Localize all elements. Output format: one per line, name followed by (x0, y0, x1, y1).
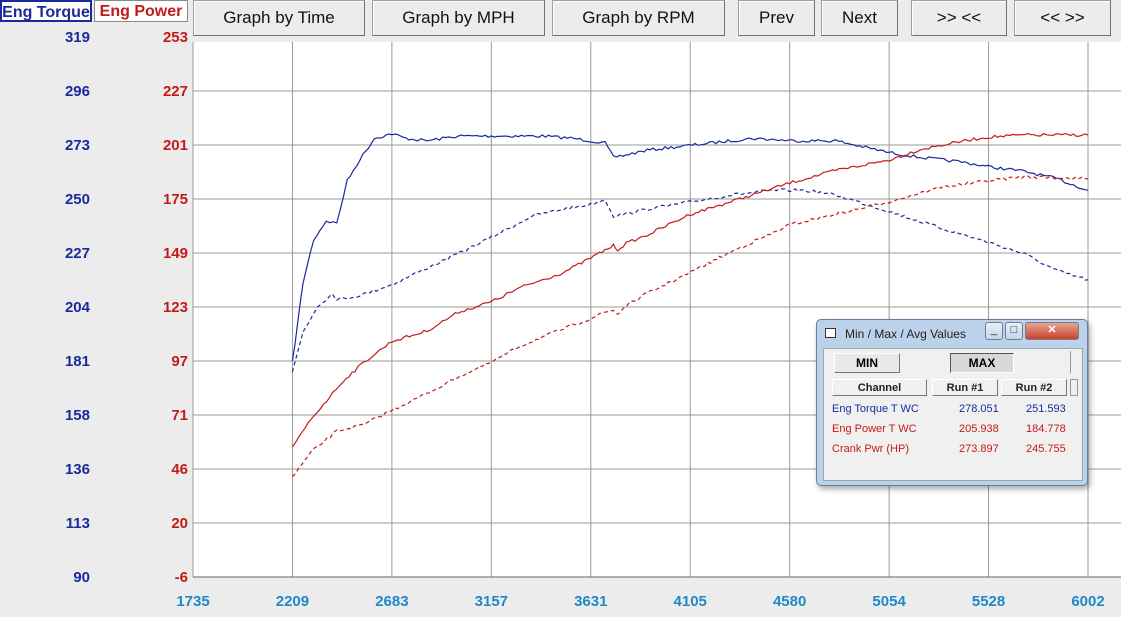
torque-tick-label: 273 (64, 137, 90, 154)
zoom-in-button[interactable]: >> << (911, 0, 1007, 36)
rpm-tick-label: 2683 (375, 593, 409, 610)
prev-button[interactable]: Prev (738, 0, 815, 36)
min-max-avg-window[interactable]: Min / Max / Avg Values _ □ ✕ MIN MAX Cha… (816, 319, 1088, 486)
power-tick-label: 201 (162, 137, 188, 154)
table-row: Eng Power T WC 205.938 184.778 (832, 423, 1082, 439)
graph-by-mph-button[interactable]: Graph by MPH (372, 0, 545, 36)
column-channel[interactable]: Channel (832, 379, 927, 396)
power-tick-label: -6 (174, 569, 188, 586)
torque-tick-label: 204 (64, 299, 90, 316)
column-run-2[interactable]: Run #2 (1001, 379, 1067, 396)
torque-tick-label: 90 (73, 569, 90, 586)
power-tick-label: 253 (162, 29, 188, 46)
min-button[interactable]: MIN (834, 353, 900, 373)
row-run1: 278.051 (959, 403, 999, 415)
maximize-button[interactable]: □ (1005, 322, 1023, 340)
torque-tick-label: 296 (64, 83, 90, 100)
torque-tick-label: 136 (64, 461, 90, 478)
row-run2: 245.755 (1026, 443, 1066, 455)
row-channel: Eng Torque T WC (832, 403, 919, 415)
rpm-tick-label: 3157 (474, 593, 509, 610)
max-button[interactable]: MAX (950, 353, 1014, 373)
power-run2-line (291, 175, 1089, 478)
axis-tab-eng-power[interactable]: Eng Power (94, 0, 188, 22)
torque-tick-label: 181 (64, 353, 90, 370)
row-channel: Crank Pwr (HP) (832, 443, 910, 455)
axis-tab-eng-torque[interactable]: Eng Torque (0, 0, 92, 22)
zoom-out-button[interactable]: << >> (1014, 0, 1111, 36)
row-run2: 184.778 (1026, 423, 1066, 435)
power-tick-label: 149 (162, 245, 188, 262)
plot-background (193, 42, 1121, 577)
rpm-tick-label: 2209 (275, 593, 310, 610)
rpm-tick-label: 5054 (872, 593, 906, 610)
graph-by-time-button[interactable]: Graph by Time (193, 0, 365, 36)
graph-by-rpm-button[interactable]: Graph by RPM (552, 0, 725, 36)
row-channel: Eng Power T WC (832, 423, 917, 435)
power-tick-label: 175 (162, 191, 188, 208)
torque-tick-label: 319 (64, 29, 90, 46)
row-run1: 205.938 (959, 423, 999, 435)
power-run1-line (291, 132, 1089, 448)
torque-tick-label: 250 (64, 191, 90, 208)
power-tick-label: 123 (162, 299, 188, 316)
next-button[interactable]: Next (821, 0, 898, 36)
power-tick-label: 71 (171, 407, 188, 424)
rpm-tick-label: 5528 (971, 593, 1006, 610)
window-title: Min / Max / Avg Values (845, 327, 966, 341)
torque-tick-label: 158 (64, 407, 90, 424)
rpm-tick-label: 4580 (772, 593, 807, 610)
power-tick-label: 97 (171, 353, 188, 370)
close-button[interactable]: ✕ (1025, 322, 1079, 340)
tab-scroll-area (1070, 351, 1081, 373)
rpm-tick-label: 3631 (574, 593, 608, 610)
row-run2: 251.593 (1026, 403, 1066, 415)
window-app-icon (825, 328, 836, 338)
rpm-tick-label: 1735 (176, 593, 210, 610)
row-run1: 273.897 (959, 443, 999, 455)
rpm-tick-label: 4105 (673, 593, 707, 610)
table-row: Crank Pwr (HP) 273.897 245.755 (832, 443, 1082, 459)
torque-tick-label: 227 (64, 245, 90, 262)
window-client-area: MIN MAX Channel Run #1 Run #2 Eng Torque… (823, 348, 1083, 481)
table-row: Eng Torque T WC 278.051 251.593 (832, 403, 1082, 419)
power-tick-label: 20 (171, 515, 188, 532)
minimize-button[interactable]: _ (985, 322, 1003, 340)
rpm-tick-label: 6002 (1071, 593, 1105, 610)
column-run-1[interactable]: Run #1 (932, 379, 998, 396)
power-tick-label: 227 (162, 83, 188, 100)
table-scroll-stub (1070, 379, 1078, 396)
torque-run1-line (291, 133, 1089, 361)
torque-tick-label: 113 (65, 515, 90, 532)
power-tick-label: 46 (171, 461, 188, 478)
